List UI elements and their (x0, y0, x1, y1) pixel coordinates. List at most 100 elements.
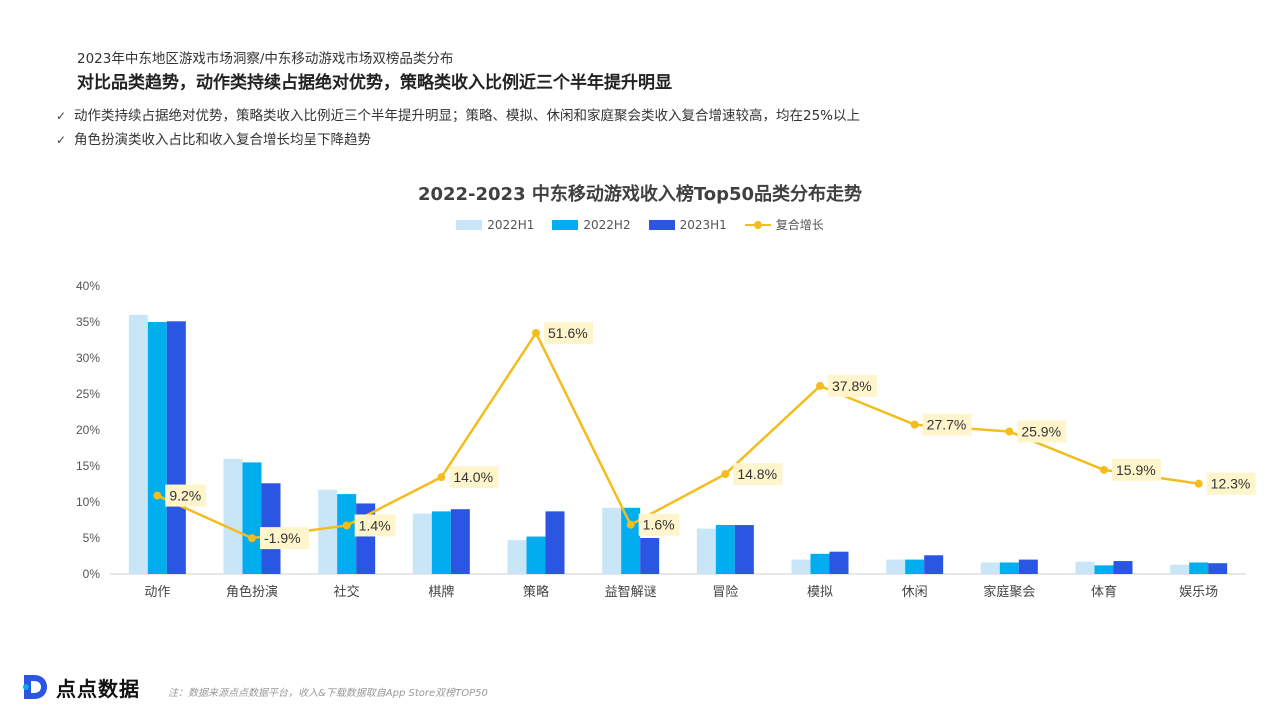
bar-2022H1 (1075, 561, 1095, 574)
bar-2022H1 (128, 314, 148, 574)
bar-2023H1 (829, 551, 849, 574)
x-tick-label: 角色扮演 (226, 584, 278, 600)
x-tick-label: 休闲 (902, 585, 928, 600)
bar-2022H1 (1170, 564, 1190, 574)
bar-2022H1 (980, 562, 1000, 574)
growth-point (248, 534, 256, 543)
bar-2023H1 (924, 555, 944, 574)
growth-data-label: 1.4% (359, 517, 391, 533)
bar-2022H2 (147, 322, 167, 574)
legend-label: 2022H2 (583, 217, 631, 232)
bar-2023H1 (356, 503, 376, 574)
growth-label-bg (828, 374, 877, 397)
y-tick-label: 30% (76, 351, 100, 365)
report-subtitle: 2023年中东地区游戏市场洞察/中东移动游戏市场双榜品类分布 (77, 51, 454, 67)
bar-2022H2 (715, 525, 735, 574)
bullet-list: ✓ 动作类持续占据绝对优势，策略类收入比例近三个半年提升明显；策略、模拟、休闲和… (56, 104, 860, 152)
bar-2022H2 (242, 462, 262, 574)
x-tick-label: 策略 (523, 584, 549, 600)
growth-data-label: 12.3% (1211, 476, 1251, 492)
bar-2022H1 (886, 559, 906, 574)
bar-2023H1 (450, 509, 470, 574)
growth-label-bg (733, 463, 783, 486)
bar-2022H1 (412, 513, 432, 574)
growth-data-label: -1.9% (264, 530, 301, 546)
legend-label: 2023H1 (679, 217, 727, 232)
bar-2022H2 (337, 494, 357, 574)
bar-2022H2 (810, 553, 830, 574)
x-tick-label: 模拟 (807, 585, 833, 600)
bar-2023H1 (734, 525, 754, 574)
x-tick-label: 家庭聚会 (983, 584, 1035, 600)
brand-logo-icon (23, 675, 47, 699)
x-tick-label: 体育 (1091, 584, 1117, 600)
legend-swatch (552, 219, 579, 230)
brand-logo: 点点数据 (20, 672, 140, 702)
growth-point (342, 521, 351, 530)
legend-swatch (648, 219, 675, 230)
bar-2022H1 (223, 458, 243, 574)
x-tick-label: 动作 (144, 585, 170, 600)
growth-label-bg (638, 513, 680, 536)
growth-data-label: 27.7% (927, 417, 967, 433)
source-note: 注：数据来源点点数据平台，收入&下载数据取自App Store双榜TOP50 (168, 688, 488, 699)
bar-2022H2 (431, 511, 451, 574)
legend-line-swatch (744, 220, 771, 230)
y-tick-label: 20% (76, 423, 100, 437)
growth-data-label: 25.9% (1021, 424, 1061, 440)
checkmark-icon: ✓ (56, 109, 67, 123)
y-tick-label: 15% (76, 459, 100, 473)
bar-2022H1 (696, 528, 716, 574)
growth-point (532, 329, 540, 338)
growth-point (153, 491, 162, 500)
legend-swatch (456, 219, 483, 230)
bar-2022H2 (1189, 562, 1209, 574)
growth-label-bg (544, 322, 593, 345)
growth-label-bg (260, 527, 309, 550)
bar-2022H1 (602, 507, 622, 574)
growth-point (626, 520, 635, 529)
bar-2022H2 (621, 507, 641, 574)
legend-item-growth: 复合增长 (744, 216, 824, 233)
growth-label-bg (449, 466, 499, 489)
growth-data-label: 14.8% (737, 466, 777, 482)
y-tick-label: 0% (83, 567, 101, 581)
bar-2023H1 (545, 511, 565, 574)
x-tick-label: 冒险 (712, 585, 738, 600)
legend-item-2022h2: 2022H2 (552, 216, 631, 233)
brand-name: 点点数据 (56, 676, 140, 701)
x-tick-label: 棋牌 (428, 584, 454, 600)
bar-2023H1 (1208, 563, 1228, 574)
growth-point (721, 470, 730, 479)
chart-legend: 2022H1 2022H2 2023H1 复合增长 (0, 216, 1280, 233)
growth-point (1005, 427, 1014, 436)
bar-2022H2 (905, 559, 925, 574)
bar-2022H1 (318, 489, 338, 574)
y-tick-label: 10% (76, 495, 100, 509)
growth-label-bg (1206, 472, 1256, 495)
legend-item-2022h1: 2022H1 (456, 216, 534, 233)
bullet-item: ✓ 动作类持续占据绝对优势，策略类收入比例近三个半年提升明显；策略、模拟、休闲和… (56, 104, 860, 128)
bar-2023H1 (166, 321, 186, 574)
x-tick-label: 娱乐场 (1179, 585, 1218, 600)
bar-2022H2 (999, 562, 1019, 574)
growth-label-bg (1017, 420, 1067, 443)
legend-item-2023h1: 2023H1 (648, 216, 727, 233)
growth-data-label: 9.2% (169, 488, 201, 504)
bullet-text: 动作类持续占据绝对优势，策略类收入比例近三个半年提升明显；策略、模拟、休闲和家庭… (74, 108, 861, 124)
growth-point (910, 420, 919, 429)
checkmark-icon: ✓ (56, 133, 67, 147)
legend-label: 2022H1 (487, 217, 535, 232)
x-tick-label: 社交 (334, 584, 360, 600)
combo-chart: 0% 5% 10% 15% 20% 25% 30% 35% 40% 动作 角色扮演 社交 棋牌 策略 益智解… (76, 279, 1256, 600)
y-tick-label: 25% (76, 387, 100, 401)
growth-data-label: 1.6% (643, 517, 675, 533)
bullet-item: ✓ 角色扮演类收入占比和收入复合增长均呈下降趋势 (56, 128, 860, 152)
growth-point (816, 381, 824, 390)
y-tick-label: 5% (83, 531, 101, 545)
bar-2023H1 (1113, 561, 1133, 574)
growth-point (1100, 465, 1108, 474)
growth-label-bg (354, 514, 396, 537)
bar-2022H2 (1094, 565, 1114, 574)
bar-2022H1 (791, 559, 811, 574)
